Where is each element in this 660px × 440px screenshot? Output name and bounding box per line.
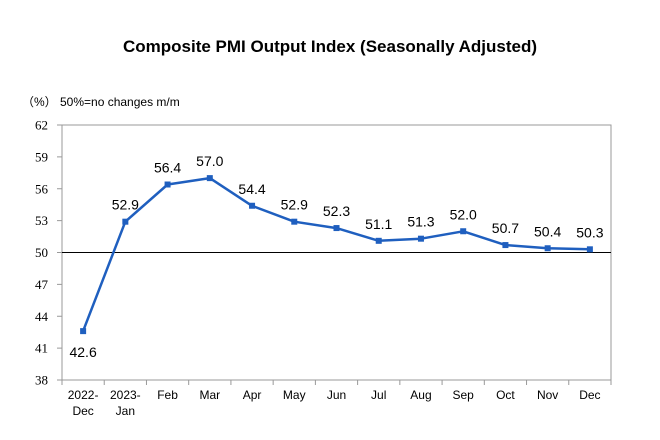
data-label: 52.3 — [323, 203, 350, 219]
unit-label: （%） — [22, 95, 57, 109]
y-tick-label: 47 — [35, 277, 49, 292]
data-point — [291, 218, 298, 225]
x-tick-label: 2022-Dec — [68, 388, 99, 418]
data-label: 42.6 — [69, 344, 96, 360]
chart-title: Composite PMI Output Index (Seasonally A… — [123, 37, 537, 56]
data-point — [206, 175, 213, 182]
y-tick-label: 50 — [35, 245, 48, 260]
data-point — [460, 228, 467, 235]
y-tick-label: 44 — [35, 309, 49, 324]
data-label: 50.3 — [576, 224, 603, 240]
data-point — [586, 246, 593, 253]
x-tick-label: Dec — [579, 388, 600, 402]
y-tick-label: 53 — [35, 213, 48, 228]
data-label: 52.0 — [450, 206, 477, 222]
data-label: 51.1 — [365, 216, 392, 232]
data-point — [544, 245, 551, 252]
y-tick-label: 59 — [35, 149, 48, 164]
data-label: 50.4 — [534, 223, 561, 239]
x-tick-label: Sep — [453, 388, 475, 402]
data-point — [333, 225, 340, 232]
data-point — [164, 181, 171, 188]
data-point — [122, 218, 129, 225]
data-point — [417, 235, 424, 242]
data-label: 51.3 — [407, 214, 434, 230]
data-label: 57.0 — [196, 153, 223, 169]
x-tick-label: Jun — [327, 388, 346, 402]
data-label: 52.9 — [281, 197, 308, 213]
y-tick-label: 41 — [35, 341, 48, 356]
y-axis: 38 41 44 47 50 53 56 59 62 — [35, 118, 62, 388]
x-tick-label: Jul — [371, 388, 386, 402]
data-label: 50.7 — [492, 220, 519, 236]
x-tick-label: Nov — [537, 388, 558, 402]
series-line — [81, 176, 590, 332]
data-labels: 42.6 52.9 56.4 57.0 54.4 52.9 52.3 51.1 51.3 52.0… — [69, 153, 603, 360]
data-label: 56.4 — [154, 160, 181, 176]
x-axis: 2022-Dec 2023-Jan Feb Mar Apr May Jun Jul Aug Sep… — [61, 380, 612, 418]
x-tick-label: Oct — [496, 388, 515, 402]
x-tick-label: Apr — [243, 388, 262, 402]
y-tick-label: 38 — [35, 373, 48, 388]
data-label: 54.4 — [238, 181, 265, 197]
data-point — [249, 202, 256, 209]
y-tick-label: 56 — [35, 181, 49, 196]
data-label: 52.9 — [112, 197, 139, 213]
data-point — [375, 237, 382, 244]
x-tick-label: Feb — [157, 388, 178, 402]
series-markers — [80, 175, 593, 335]
x-tick-label: Aug — [410, 388, 431, 402]
data-point — [80, 328, 87, 335]
x-tick-label: Mar — [199, 388, 220, 402]
x-tick-label: 2023-Jan — [110, 388, 141, 418]
x-tick-label: May — [283, 388, 306, 402]
note-label: 50%=no changes m/m — [60, 95, 180, 109]
data-point — [502, 242, 509, 249]
y-tick-label: 62 — [35, 118, 48, 133]
